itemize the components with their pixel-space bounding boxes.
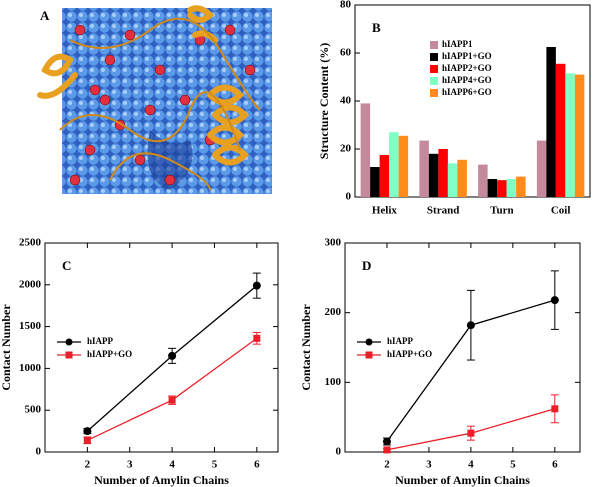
bar: [379, 155, 390, 197]
bar: [555, 63, 566, 197]
bar: [370, 167, 380, 197]
marker: [466, 321, 475, 330]
legend-swatch: [430, 89, 438, 97]
panel-label: B: [372, 20, 381, 35]
bar: [506, 179, 517, 197]
x-tick-label: Helix: [372, 205, 398, 217]
marker: [83, 427, 92, 436]
bar: [389, 132, 399, 197]
y-tick-label: 0: [346, 191, 352, 203]
x-tick-label: 4: [468, 459, 474, 471]
y-tick-label: 60: [340, 47, 352, 59]
x-tick-label: 2: [384, 459, 390, 471]
legend-label: hIAPP: [87, 336, 114, 346]
molecular-image: A: [37, 5, 272, 194]
legend-swatch: [430, 53, 438, 61]
y-tick-label: 1500: [19, 320, 42, 332]
chart-panel: 0 100 200 300 Contact Number D 2 3 4 5 6 Number of …: [299, 237, 581, 487]
panel-label: D: [362, 258, 371, 273]
panel-label: A: [40, 8, 50, 23]
legend-marker: [65, 338, 73, 346]
x-axis-label: Number of Amylin Chains: [94, 473, 229, 487]
y-tick-label: 2000: [19, 278, 42, 290]
bar: [478, 164, 488, 197]
y-tick-label: 500: [25, 404, 42, 416]
marker: [168, 396, 176, 404]
marker: [551, 405, 559, 413]
bar: [438, 149, 448, 197]
bar: [536, 140, 547, 197]
x-tick-label: Coil: [551, 205, 571, 217]
y-tick-label: 2500: [19, 237, 42, 249]
chart-panel: 0 500 1000 1500 2000 2500 Contact Number C 2 3 4 5 6…: [0, 237, 279, 487]
legend-label: hIAPP2+GO: [442, 63, 492, 73]
legend-marker: [65, 351, 73, 359]
legend-marker: [365, 338, 373, 346]
bar: [419, 140, 429, 197]
legend-marker: [365, 351, 373, 359]
legend-swatch: [430, 77, 438, 85]
legend-label: hIAPP+GO: [387, 349, 432, 359]
bar: [574, 74, 585, 197]
panel-label: C: [62, 258, 71, 273]
bar: [360, 103, 371, 197]
y-axis-label: Contact Number: [0, 304, 13, 391]
marker: [467, 429, 475, 437]
legend-swatch: [430, 41, 438, 49]
x-tick-label: 4: [169, 459, 175, 471]
plot-frame: [344, 242, 581, 453]
legend-swatch: [430, 65, 438, 73]
legend-label: hIAPP6+GO: [442, 87, 492, 97]
legend-label: hIAPP1: [442, 39, 473, 49]
bar: [546, 47, 556, 197]
y-tick-label: 100: [325, 376, 342, 388]
x-tick-label: 3: [127, 459, 133, 471]
y-tick-label: 200: [325, 306, 342, 318]
marker: [550, 296, 559, 305]
bar: [447, 163, 458, 197]
bar: [457, 159, 467, 197]
x-tick-label: Strand: [427, 205, 459, 217]
y-tick-label: 0: [36, 446, 42, 458]
x-tick-label: 5: [212, 459, 218, 471]
legend-label: hIAPP4+GO: [442, 75, 492, 85]
x-tick-label: 3: [426, 459, 432, 471]
y-tick-label: 0: [336, 446, 342, 458]
x-tick-label: 5: [510, 459, 516, 471]
y-tick-label: 80: [340, 0, 352, 11]
bar: [516, 176, 526, 197]
y-axis-label: Contact Number: [299, 304, 313, 391]
legend-label: hIAPP1+GO: [442, 51, 492, 61]
y-tick-label: 20: [340, 143, 352, 155]
x-axis-label: Number of Amylin Chains: [395, 473, 530, 487]
marker: [252, 281, 261, 290]
y-axis-label: Structure Content (%): [317, 43, 331, 159]
x-tick-label: 6: [552, 459, 558, 471]
y-tick-label: 300: [325, 237, 342, 249]
chart-panel: 0 20 40 60 80 Structure Content (%) B Helix Stra…: [317, 0, 591, 217]
y-tick-label: 40: [340, 95, 352, 107]
bar: [497, 180, 507, 197]
marker: [253, 334, 261, 342]
x-tick-label: 2: [85, 459, 91, 471]
bar: [398, 135, 409, 197]
marker: [168, 351, 177, 360]
x-tick-label: 6: [254, 459, 260, 471]
protein-coils: [59, 17, 261, 191]
marker: [382, 437, 391, 446]
plot-frame: [44, 242, 279, 453]
legend-label: hIAPP+GO: [87, 349, 132, 359]
bar: [428, 153, 439, 197]
x-tick-label: Turn: [490, 205, 513, 217]
bar: [565, 73, 575, 197]
marker: [383, 446, 391, 454]
y-tick-label: 1000: [19, 362, 42, 374]
legend-label: hIAPP: [387, 336, 414, 346]
marker: [83, 436, 91, 444]
bar: [487, 179, 498, 197]
